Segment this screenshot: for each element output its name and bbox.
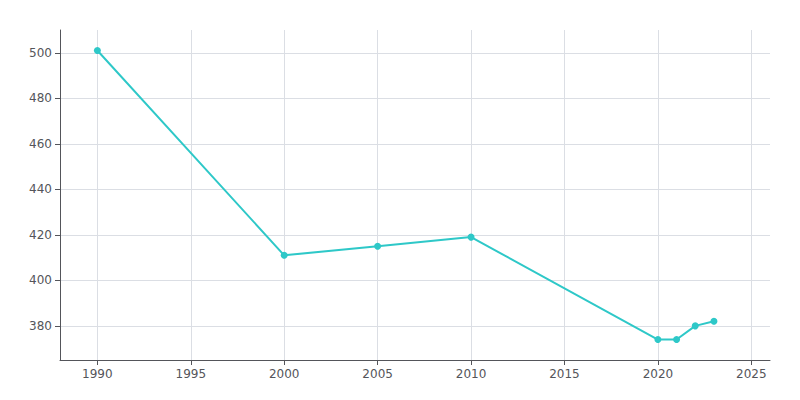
svg-text:400: 400: [29, 273, 52, 287]
svg-text:2010: 2010: [456, 367, 487, 381]
svg-text:500: 500: [29, 46, 52, 60]
svg-text:2005: 2005: [362, 367, 393, 381]
svg-text:440: 440: [29, 182, 52, 196]
svg-text:2025: 2025: [736, 367, 767, 381]
svg-text:1995: 1995: [176, 367, 207, 381]
svg-text:420: 420: [29, 228, 52, 242]
svg-text:1990: 1990: [82, 367, 113, 381]
svg-text:480: 480: [29, 91, 52, 105]
svg-text:380: 380: [29, 319, 52, 333]
svg-text:2000: 2000: [269, 367, 300, 381]
svg-text:460: 460: [29, 137, 52, 151]
svg-text:2020: 2020: [643, 367, 674, 381]
svg-text:2015: 2015: [549, 367, 580, 381]
